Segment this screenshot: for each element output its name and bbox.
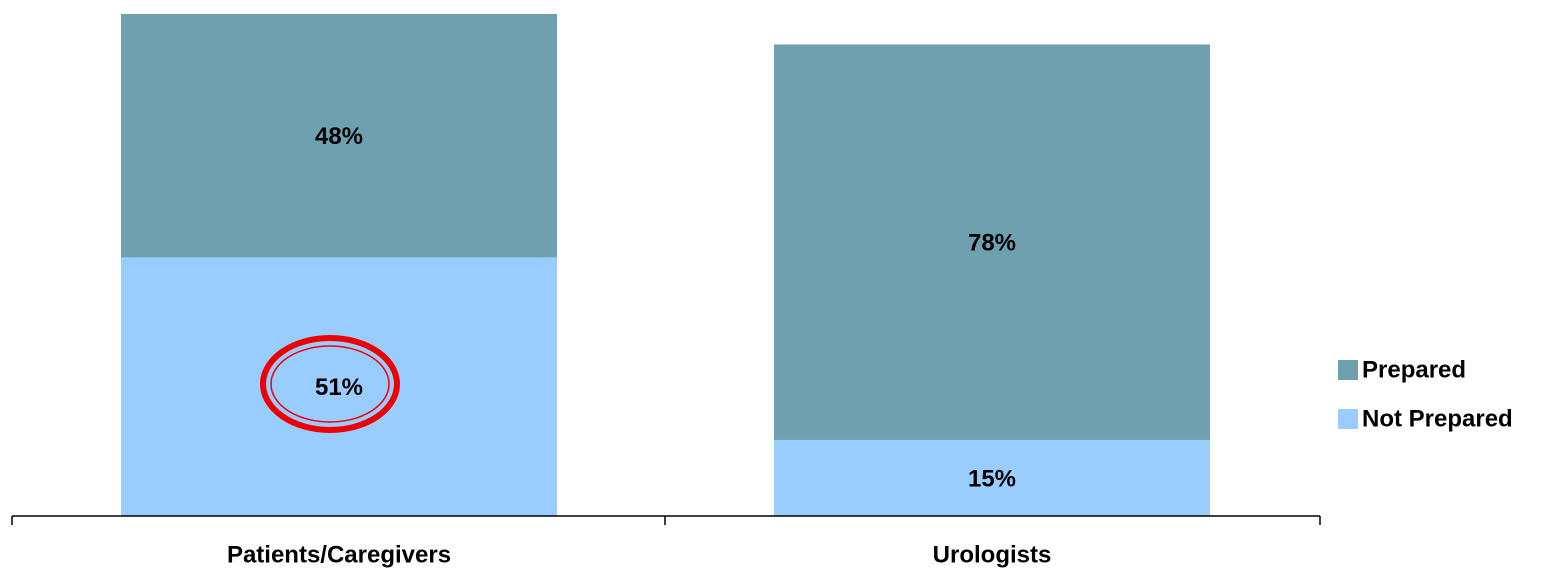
bar-segment [121,14,557,258]
bar-segment [774,439,1210,516]
highlight-inner [270,345,390,423]
legend-label: Prepared [1362,356,1466,383]
legend-label: Not Prepared [1362,405,1513,432]
data-label: 78% [968,230,1016,257]
bar-segment [774,44,1210,440]
bar-segment [121,257,557,516]
highlight-circle [260,335,400,433]
x-tick-label: Patients/Caregivers [227,541,451,568]
legend-swatch [1338,360,1358,380]
data-label: 48% [315,123,363,150]
x-tick-label: Urologists [933,541,1052,568]
highlight-outer [260,335,400,433]
plot [121,14,1210,516]
legend-swatch [1338,409,1358,429]
data-label: 51% [315,374,363,401]
data-label: 15% [968,465,1016,492]
